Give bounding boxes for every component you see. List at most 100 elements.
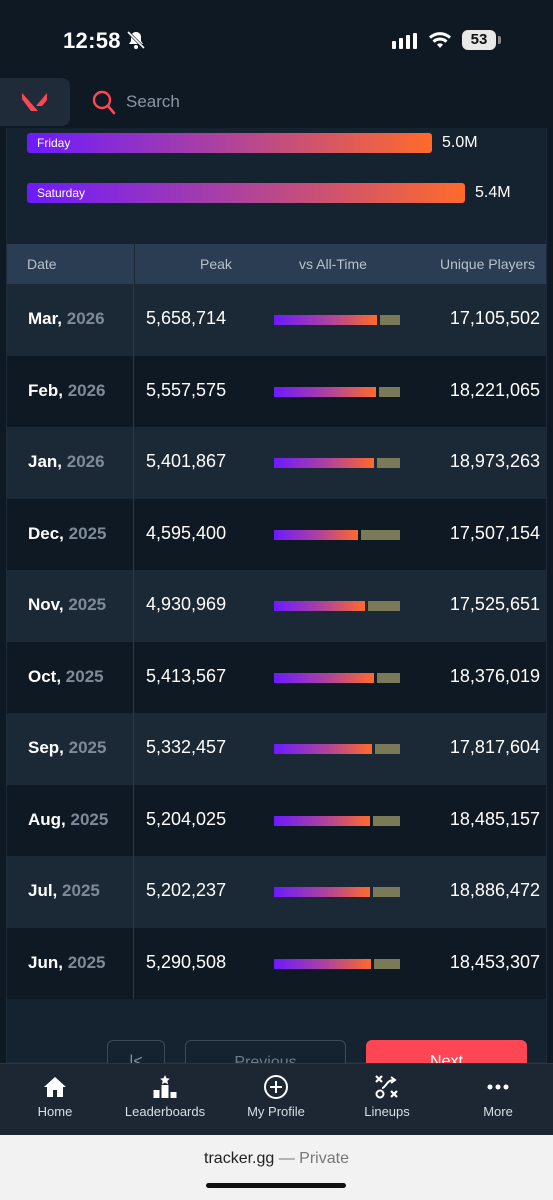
day-stat-saturday: Saturday 5.4M (27, 183, 546, 203)
vs-all-time-fill (274, 815, 370, 826)
valorant-logo-icon (22, 93, 47, 111)
search-input[interactable]: Search (126, 92, 180, 111)
column-header-date[interactable]: Date (27, 256, 57, 272)
app-header: Search (0, 78, 553, 128)
date-cell: Jun, 2025 (28, 953, 106, 973)
unique-players-cell: 18,485,157 (449, 808, 540, 829)
url-display[interactable]: tracker.gg — Private (0, 1150, 553, 1168)
nav-leaderboards[interactable]: Leaderboards (110, 1074, 220, 1119)
vs-all-time-fill (274, 601, 365, 611)
home-indicator[interactable] (206, 1183, 346, 1188)
day-label: Friday (37, 136, 71, 150)
vs-all-time-bar (274, 815, 400, 826)
month-label: Oct, (28, 666, 62, 686)
month-label: Dec, (28, 523, 64, 543)
clock: 12:58 (63, 28, 121, 53)
date-cell: Dec, 2025 (28, 524, 106, 544)
bell-muted-icon (126, 30, 146, 50)
day-bar (27, 183, 465, 203)
day-label: Saturday (37, 186, 86, 200)
vs-all-time-remainder (373, 815, 400, 826)
vs-all-time-fill (274, 744, 372, 754)
date-cell: Nov, 2025 (28, 595, 106, 615)
more-icon (487, 1084, 509, 1090)
wifi-icon (429, 32, 451, 48)
table-row: Sep, 2025 5,332,457 17,817,604 (7, 713, 546, 785)
table-row: Jul, 2025 5,202,237 18,886,472 (7, 856, 546, 928)
unique-players-cell: 18,221,065 (449, 379, 540, 400)
month-label: Mar, (28, 309, 63, 328)
table-row: Nov, 2025 4,930,969 17,525,651 (7, 570, 546, 642)
month-label: Aug, (28, 809, 66, 829)
date-cell: Jan, 2026 (28, 452, 105, 472)
day-bar (27, 133, 432, 153)
vs-all-time-remainder (368, 601, 400, 611)
vs-all-time-remainder (380, 315, 400, 325)
nav-more[interactable]: More (443, 1074, 553, 1119)
table-row: Jun, 2025 5,290,508 18,453,307 (7, 927, 546, 999)
nav-label: Leaderboards (124, 1104, 206, 1119)
table-row: Feb, 2026 5,557,575 18,221,065 (7, 355, 546, 427)
peak-cell: 5,332,457 (146, 737, 227, 757)
month-label: Jun, (28, 952, 63, 972)
date-cell: Jul, 2025 (28, 881, 100, 901)
vs-all-time-fill (274, 672, 374, 683)
lineups-icon (375, 1075, 398, 1099)
vs-all-time-bar (274, 315, 400, 325)
column-header-peak[interactable]: Peak (200, 256, 232, 272)
unique-players-cell: 18,973,263 (449, 451, 540, 471)
table-header: Date Peak vs All-Time Unique Players (7, 244, 546, 284)
month-label: Feb, (28, 380, 63, 400)
year-label: 2026 (67, 380, 106, 400)
year-label: 2025 (68, 595, 107, 614)
vs-all-time-bar (274, 529, 400, 540)
month-label: Jan, (28, 452, 63, 471)
nav-lineups[interactable]: Lineups (332, 1074, 442, 1119)
vs-all-time-bar (274, 458, 400, 468)
date-cell: Aug, 2025 (28, 810, 108, 830)
date-cell: Oct, 2025 (28, 667, 104, 687)
day-value: 5.4M (475, 184, 511, 201)
bottom-navigation: Home Leaderboards My Profile Lineups (0, 1063, 553, 1135)
peak-cell: 5,202,237 (146, 880, 227, 900)
peak-cell: 5,290,508 (146, 951, 227, 972)
vs-all-time-remainder (379, 386, 400, 397)
stats-panel: Friday 5.0M Saturday 5.4M Date Peak vs A… (6, 128, 547, 1063)
nav-label: My Profile (247, 1104, 305, 1119)
column-header-vs-all-time[interactable]: vs All-Time (299, 256, 367, 272)
vs-all-time-remainder (377, 672, 400, 683)
table-body: Mar, 2026 5,658,714 17,105,502 Feb, 2026 5,5… (7, 284, 546, 999)
valorant-logo-button[interactable] (0, 78, 70, 126)
table-row: Mar, 2026 5,658,714 17,105,502 (7, 284, 546, 356)
date-cell: Sep, 2025 (28, 738, 106, 758)
battery-indicator: 53 (462, 30, 496, 50)
vs-all-time-fill (274, 529, 358, 540)
peak-cell: 5,413,567 (146, 665, 227, 686)
private-mode-label: — Private (274, 1150, 349, 1167)
vs-all-time-remainder (361, 529, 400, 540)
month-label: Nov, (28, 595, 64, 614)
year-label: 2026 (66, 452, 105, 471)
nav-label: Home (37, 1104, 73, 1119)
table-row: Dec, 2025 4,595,400 17,507,154 (7, 498, 546, 570)
peak-cell: 5,401,867 (146, 451, 227, 471)
year-label: 2025 (62, 881, 100, 900)
browser-address-bar[interactable]: tracker.gg — Private (0, 1135, 553, 1200)
unique-players-cell: 18,453,307 (449, 951, 540, 972)
unique-players-cell: 18,886,472 (449, 880, 540, 900)
vs-all-time-fill (274, 958, 371, 969)
vs-all-time-fill (274, 887, 370, 897)
nav-home[interactable]: Home (0, 1074, 110, 1119)
vs-all-time-bar (274, 386, 400, 397)
search-icon[interactable] (92, 90, 116, 116)
date-cell: Mar, 2026 (28, 309, 105, 329)
plus-circle-icon (264, 1075, 288, 1099)
peak-cell: 4,595,400 (146, 522, 227, 543)
cellular-signal-icon (392, 33, 417, 49)
unique-players-cell: 17,105,502 (449, 308, 540, 328)
nav-my-profile[interactable]: My Profile (221, 1074, 331, 1119)
unique-players-cell: 17,817,604 (449, 737, 540, 757)
vs-all-time-bar (274, 601, 400, 611)
column-header-unique-players[interactable]: Unique Players (440, 256, 535, 272)
day-value: 5.0M (442, 134, 478, 151)
